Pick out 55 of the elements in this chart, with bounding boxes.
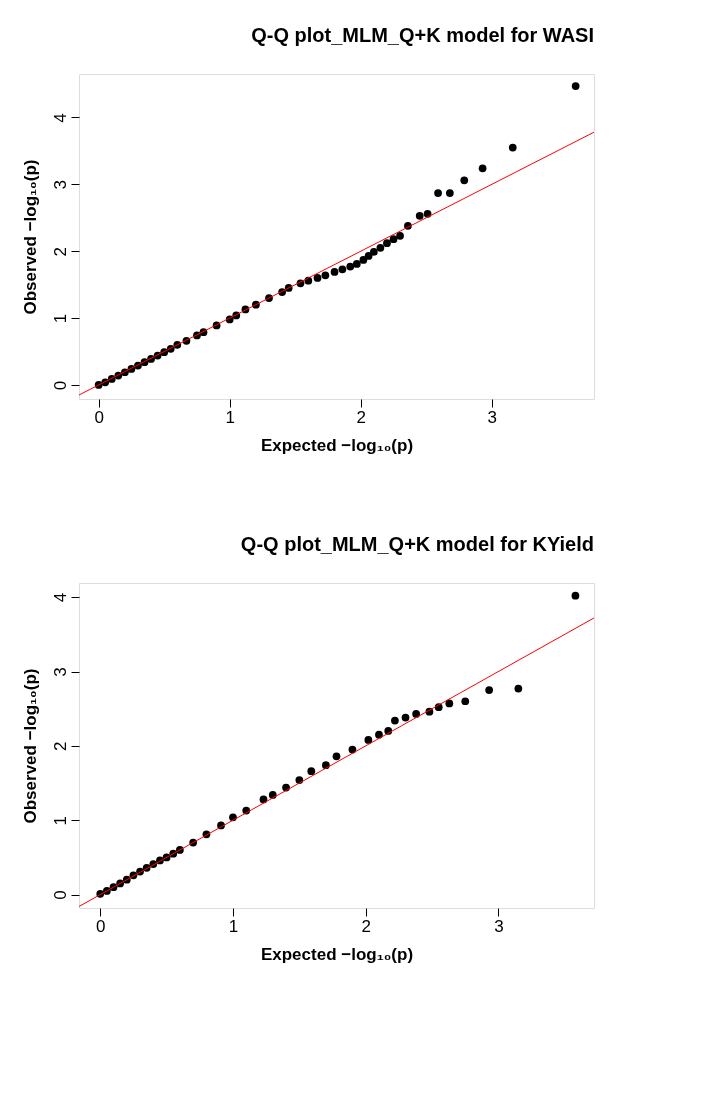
point (376, 244, 385, 252)
point (383, 239, 391, 248)
point (364, 736, 373, 744)
chart-title: Q-Q plot_MLM_Q+K model for WASI (251, 24, 594, 46)
point (445, 699, 454, 708)
point (313, 274, 322, 282)
point (571, 591, 580, 600)
point (338, 265, 347, 274)
point (571, 82, 580, 90)
y-tick-label: 1 (50, 816, 70, 826)
point (460, 176, 469, 185)
x-tick-label: 3 (494, 916, 504, 936)
y-tick-label: 4 (50, 113, 70, 123)
x-axis-title: Expected −log₁₀(p) (260, 435, 414, 455)
point (434, 189, 442, 197)
y-tick-label: 3 (50, 180, 70, 190)
point (364, 252, 373, 260)
point (401, 713, 410, 722)
y-tick-label: 0 (50, 380, 70, 391)
y-tick-label: 2 (50, 246, 70, 257)
point (307, 767, 316, 776)
x-tick-label: 0 (96, 916, 106, 936)
y-axis-title: Observed −log₁₀(p) (20, 668, 40, 824)
point (396, 231, 404, 240)
y-tick-label: 0 (50, 890, 70, 900)
y-tick-label: 4 (50, 592, 70, 603)
point (391, 716, 399, 725)
point (461, 697, 470, 706)
x-tick-label: 1 (228, 916, 239, 936)
y-tick-label: 2 (50, 741, 70, 752)
chart-title: Q-Q plot_MLM_Q+K model for KYield (240, 533, 594, 555)
x-tick-label: 2 (356, 407, 366, 427)
point (332, 752, 341, 761)
point (508, 143, 517, 152)
y-tick-label: 1 (50, 313, 70, 324)
x-tick-label: 2 (361, 916, 371, 936)
y-tick-label: 3 (50, 667, 70, 677)
point (389, 235, 398, 244)
point (412, 710, 421, 718)
point (346, 262, 355, 271)
point (485, 686, 494, 694)
point (359, 256, 368, 264)
point (352, 260, 361, 268)
point (369, 248, 378, 256)
y-axis-title: Observed −log₁₀(p) (20, 159, 40, 315)
point (445, 189, 454, 197)
point (514, 684, 523, 693)
x-tick-label: 3 (487, 407, 498, 427)
point (321, 271, 330, 280)
point (330, 268, 339, 276)
x-axis-title: Expected −log₁₀(p) (260, 944, 414, 964)
point (415, 211, 424, 220)
point (478, 164, 487, 173)
x-tick-label: 1 (225, 407, 235, 427)
x-tick-label: 0 (94, 407, 104, 427)
